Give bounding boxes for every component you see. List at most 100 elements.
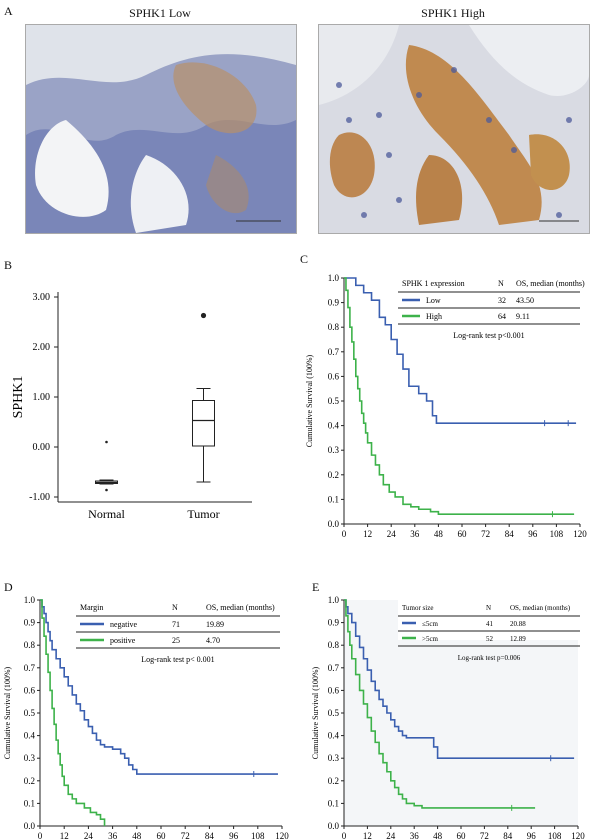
y-tick-label: 0.5 bbox=[328, 396, 340, 406]
y-axis-label: Cumulative Survival (100%) bbox=[3, 666, 12, 759]
y-tick-label: 0.4 bbox=[328, 731, 340, 741]
legend-cell: High bbox=[426, 312, 442, 321]
panel-b-letter: B bbox=[4, 258, 13, 272]
y-tick-label: 0.7 bbox=[328, 663, 340, 673]
legend-note: Log-rank test p=0.006 bbox=[458, 654, 521, 662]
legend-cell: 52 bbox=[486, 635, 494, 643]
legend-header: N bbox=[486, 604, 491, 612]
x-tick-label: 48 bbox=[433, 831, 443, 840]
panel-c-letter: C bbox=[300, 252, 309, 266]
y-tick-label: 0.0 bbox=[328, 519, 340, 529]
x-category-label: Tumor bbox=[187, 507, 219, 521]
x-tick-label: 48 bbox=[132, 831, 142, 840]
legend-header: OS, median (months) bbox=[510, 604, 571, 612]
x-tick-label: 36 bbox=[410, 831, 420, 840]
survival-curve-positive bbox=[40, 599, 106, 826]
x-tick-label: 84 bbox=[505, 529, 515, 539]
micrograph-high bbox=[318, 24, 590, 234]
y-tick-label: 0.8 bbox=[24, 640, 36, 650]
legend-cell: positive bbox=[110, 636, 136, 645]
micrograph-low-image bbox=[26, 25, 296, 233]
x-tick-label: 24 bbox=[84, 831, 94, 840]
legend-cell: 4.70 bbox=[206, 636, 220, 645]
y-tick-label: 0.3 bbox=[328, 753, 340, 763]
x-tick-label: 60 bbox=[157, 831, 167, 840]
x-tick-label: 120 bbox=[573, 529, 587, 539]
survival-curve-negative bbox=[40, 599, 278, 775]
legend-note: Log-rank test p<0.001 bbox=[453, 331, 524, 340]
x-tick-label: 84 bbox=[503, 831, 513, 840]
x-tick-label: 48 bbox=[434, 529, 444, 539]
legend-header: N bbox=[498, 279, 504, 288]
x-tick-label: 84 bbox=[205, 831, 215, 840]
legend-cell: ≤5cm bbox=[422, 620, 438, 628]
legend-header: Margin bbox=[80, 603, 103, 612]
legend-header: OS, median (months) bbox=[516, 279, 585, 288]
image-title-low: SPHK1 Low bbox=[129, 6, 191, 20]
x-tick-label: 60 bbox=[458, 529, 468, 539]
legend-header: N bbox=[172, 603, 178, 612]
legend-cell: 71 bbox=[172, 620, 180, 629]
legend-header: OS, median (months) bbox=[206, 603, 275, 612]
micrograph-low bbox=[25, 24, 297, 234]
legend-cell: 20.88 bbox=[510, 620, 526, 628]
y-tick-label: 0.1 bbox=[328, 494, 339, 504]
x-category-label: Normal bbox=[88, 507, 125, 521]
x-tick-label: 0 bbox=[342, 831, 347, 840]
y-tick-label: 0.0 bbox=[24, 821, 36, 831]
y-tick-label: 0.6 bbox=[24, 685, 36, 695]
box-iqr bbox=[192, 400, 215, 447]
y-tick-label: 0.2 bbox=[24, 776, 35, 786]
x-tick-label: 12 bbox=[363, 529, 372, 539]
legend-cell: 32 bbox=[498, 296, 506, 305]
y-tick-label: 0.6 bbox=[328, 685, 340, 695]
legend-cell: >5cm bbox=[422, 635, 439, 643]
x-tick-label: 36 bbox=[108, 831, 118, 840]
legend-cell: negative bbox=[110, 620, 138, 629]
y-axis-label: SPHK1 bbox=[11, 376, 26, 419]
y-axis-label: Cumulative Survival (100%) bbox=[305, 354, 314, 447]
x-tick-label: 36 bbox=[410, 529, 420, 539]
outlier-point bbox=[105, 488, 108, 492]
x-tick-label: 72 bbox=[481, 529, 490, 539]
survival-curve->5cm bbox=[344, 599, 536, 809]
y-tick-label: 0.7 bbox=[328, 347, 340, 357]
y-tick-label: 0.0 bbox=[328, 821, 340, 831]
y-tick-label: 0.7 bbox=[24, 663, 36, 673]
legend-note: Log-rank test p< 0.001 bbox=[141, 655, 214, 664]
chart-d-survival: 0.0 0.1 0.2 0.3 0.4 0.5 0.6 0.7 0.8 0.9 1.0 0 12 24 36… bbox=[3, 595, 289, 840]
chart-b-boxplot: 3.00 2.00 1.00 0.00 -1.00 SPHK1 Normal Tumor bbox=[11, 292, 252, 521]
y-tick-label: 0.4 bbox=[328, 421, 340, 431]
x-tick-label: 96 bbox=[528, 529, 538, 539]
chart-c-survival: 0.0 0.1 0.2 0.3 0.4 0.5 0.6 0.7 0.8 0.9 1.0 0 12 24 36… bbox=[305, 273, 587, 539]
y-tick-label: 0.00 bbox=[33, 442, 51, 453]
x-tick-label: 108 bbox=[548, 831, 562, 840]
outlier-point bbox=[200, 312, 207, 319]
survival-curve-High bbox=[344, 277, 575, 515]
panel-a-letter: A bbox=[4, 4, 13, 18]
micrograph-high-image bbox=[319, 25, 589, 233]
y-tick-label: 0.3 bbox=[328, 445, 340, 455]
legend-header: SPHK 1 expression bbox=[402, 279, 465, 288]
y-tick-label: 0.3 bbox=[24, 753, 36, 763]
x-tick-label: 72 bbox=[480, 831, 489, 840]
legend-header: Tumor size bbox=[402, 604, 433, 612]
y-tick-label: 1.00 bbox=[33, 392, 51, 403]
legend-cell: 9.11 bbox=[516, 312, 530, 321]
chart-e-survival: 0.0 0.1 0.2 0.3 0.4 0.5 0.6 0.7 0.8 0.9 1.0 0 12 24 36… bbox=[311, 595, 585, 840]
survival-curve-≤5cm bbox=[344, 599, 575, 759]
x-tick-label: 108 bbox=[550, 529, 564, 539]
x-tick-label: 72 bbox=[181, 831, 190, 840]
x-tick-label: 12 bbox=[60, 831, 69, 840]
x-tick-label: 24 bbox=[387, 529, 397, 539]
y-tick-label: 0.4 bbox=[24, 731, 36, 741]
x-tick-label: 24 bbox=[386, 831, 396, 840]
legend-cell: 43.50 bbox=[516, 296, 534, 305]
y-tick-label: 0.2 bbox=[328, 776, 339, 786]
x-tick-label: 60 bbox=[457, 831, 467, 840]
y-tick-label: 0.6 bbox=[328, 371, 340, 381]
y-tick-label: 3.00 bbox=[33, 292, 51, 303]
legend-background bbox=[398, 598, 580, 640]
y-tick-label: 2.00 bbox=[33, 342, 51, 353]
y-tick-label: 1.0 bbox=[24, 595, 36, 605]
